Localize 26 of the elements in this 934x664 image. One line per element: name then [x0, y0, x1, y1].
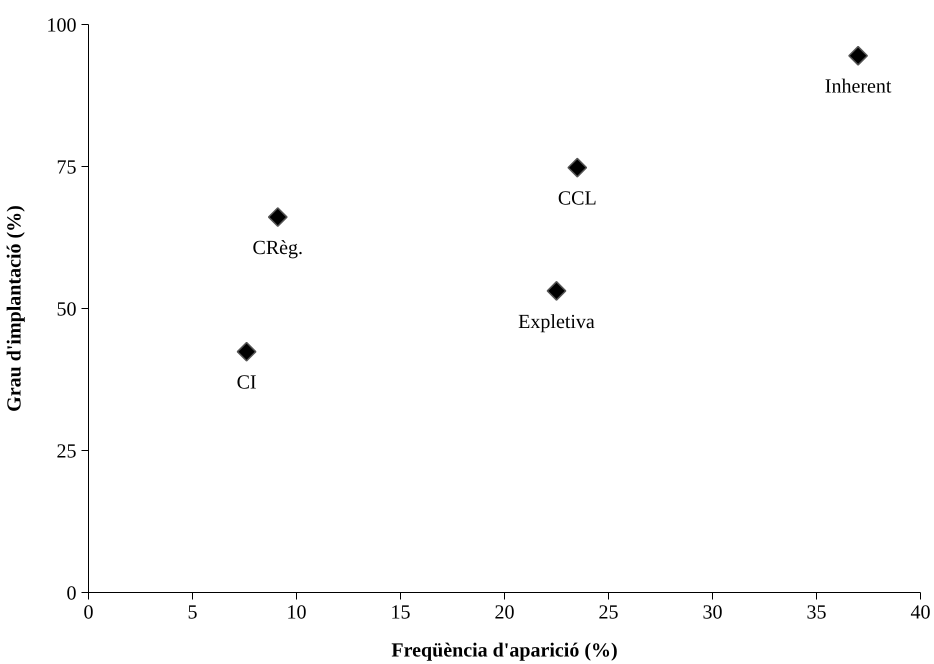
point — [546, 280, 566, 301]
x-tick-label: 40 — [910, 602, 930, 624]
y-axis-title: Grau d'implantació (%) — [4, 205, 26, 412]
x-tick-label: 35 — [806, 602, 826, 624]
x-tick-label: 20 — [494, 602, 514, 624]
x-tick-label: 15 — [390, 602, 410, 624]
x-tick-label: 30 — [702, 602, 722, 624]
y-tick-label: 50 — [56, 298, 76, 320]
annotation: Inherent — [824, 76, 892, 98]
x-tick-label: 0 — [84, 602, 94, 624]
y-tick-label: 100 — [46, 14, 76, 36]
annotation: CI — [236, 372, 257, 394]
annotation: CCL — [558, 188, 597, 210]
point — [848, 46, 868, 66]
point — [236, 342, 257, 362]
annotation: CRèg. — [252, 237, 304, 260]
point — [268, 207, 288, 227]
y-tick-label: 75 — [56, 156, 76, 178]
x-tick-label: 5 — [188, 602, 198, 624]
x-tick-label: 10 — [286, 602, 306, 624]
y-tick-label: 25 — [56, 440, 76, 462]
x-axis-title: Freqüència d'aparició (%) — [391, 640, 618, 662]
point — [567, 158, 588, 178]
x-tick-label: 25 — [598, 602, 618, 624]
annotation: Expletiva — [518, 310, 595, 333]
y-tick-label: 0 — [66, 582, 76, 604]
